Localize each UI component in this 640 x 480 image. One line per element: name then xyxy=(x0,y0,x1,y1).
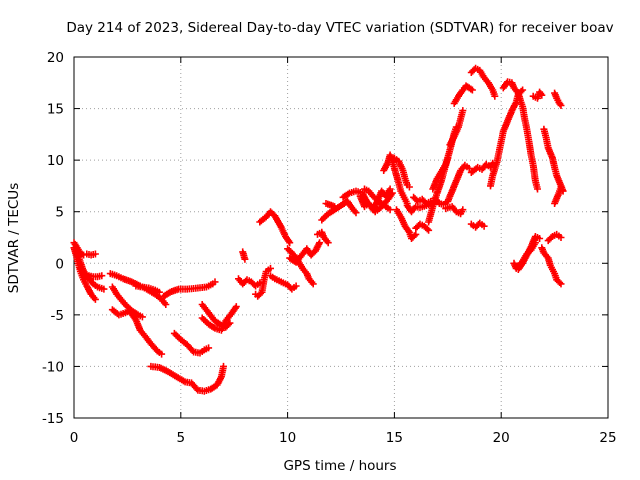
chart-title: Day 214 of 2023, Sidereal Day-to-day VTE… xyxy=(66,20,613,36)
data-series xyxy=(514,233,544,273)
data-point-marks xyxy=(551,89,565,109)
data-series xyxy=(431,161,473,208)
y-tick-label: 20 xyxy=(47,50,64,66)
data-series xyxy=(286,239,324,266)
data-point-marks xyxy=(318,197,360,224)
data-point-marks xyxy=(551,183,565,207)
data-point-marks xyxy=(252,264,274,300)
data-point-marks xyxy=(147,362,227,395)
data-series xyxy=(442,203,467,218)
data-series xyxy=(235,275,264,290)
data-series xyxy=(318,197,360,224)
data-point-marks xyxy=(431,161,473,208)
data-point-marks xyxy=(108,306,166,358)
data-point-marks xyxy=(544,230,565,245)
data-point-marks xyxy=(467,219,488,231)
data-point-marks xyxy=(160,278,219,300)
data-point-marks xyxy=(361,185,394,214)
data-point-marks xyxy=(538,244,565,288)
data-point-marks xyxy=(393,206,420,242)
x-tick-label: 15 xyxy=(386,430,403,446)
y-tick-label: 0 xyxy=(55,256,64,272)
data-series xyxy=(467,64,499,100)
plot-frame xyxy=(73,56,609,419)
data-series xyxy=(239,248,249,263)
data-point-marks xyxy=(239,248,249,263)
y-tick-label: 5 xyxy=(55,205,64,221)
data-point-marks xyxy=(529,88,546,102)
data-series xyxy=(108,283,146,321)
data-series xyxy=(412,220,433,234)
x-tick-label: 5 xyxy=(177,430,186,446)
x-tick-label: 10 xyxy=(279,430,296,446)
data-series xyxy=(252,264,274,300)
data-point-marks xyxy=(286,239,324,266)
data-point-marks xyxy=(442,203,467,218)
data-point-marks xyxy=(198,303,240,334)
data-series xyxy=(529,88,546,102)
data-series xyxy=(429,154,452,193)
data-point-marks xyxy=(467,159,497,176)
data-point-marks xyxy=(314,228,332,247)
data-series xyxy=(538,244,565,288)
data-point-marks xyxy=(76,264,106,281)
data-series xyxy=(551,183,565,207)
data-point-marks xyxy=(412,220,433,234)
data-series xyxy=(551,89,565,109)
data-series xyxy=(410,193,435,207)
data-point-marks xyxy=(467,64,499,100)
data-point-marks xyxy=(514,233,544,273)
y-tick-label: -15 xyxy=(42,411,64,427)
x-tick-label: 25 xyxy=(599,430,616,446)
data-series xyxy=(499,78,541,193)
data-series xyxy=(467,219,488,231)
data-series xyxy=(467,159,497,176)
data-series xyxy=(170,329,213,357)
y-axis-label: SDTVAR / TECUs xyxy=(6,183,22,293)
data-series xyxy=(322,200,339,211)
data-series xyxy=(314,228,332,247)
data-series xyxy=(198,303,240,334)
data-series xyxy=(361,185,394,214)
data-series xyxy=(76,264,106,281)
data-point-marks xyxy=(429,154,452,193)
data-series xyxy=(390,154,413,191)
data-series xyxy=(450,82,476,107)
data-point-marks xyxy=(132,282,163,296)
data-point-marks xyxy=(322,200,339,211)
data-point-marks xyxy=(170,329,213,357)
data-series xyxy=(393,206,420,242)
data-series xyxy=(160,278,219,300)
data-point-marks xyxy=(410,193,435,207)
y-tick-label: 10 xyxy=(47,153,64,169)
data-point-marks xyxy=(108,283,146,321)
x-tick-label: 0 xyxy=(70,430,79,446)
data-series xyxy=(446,107,467,149)
grid-layer xyxy=(74,57,608,418)
x-axis-label: GPS time / hours xyxy=(283,458,396,474)
data-points xyxy=(70,64,567,395)
data-point-marks xyxy=(499,78,541,193)
data-series xyxy=(267,272,300,293)
data-point-marks xyxy=(235,275,264,290)
data-series xyxy=(147,362,227,395)
data-series xyxy=(108,306,166,358)
tick-layer: 0 5 10 15 20 25 -15 -10 -5 0 5 10 15 20 xyxy=(42,50,617,446)
data-series xyxy=(132,282,163,296)
data-series xyxy=(256,208,294,247)
data-point-marks xyxy=(267,272,300,293)
y-tick-label: 15 xyxy=(47,102,64,118)
x-tick-label: 20 xyxy=(493,430,510,446)
data-series xyxy=(544,230,565,245)
y-tick-label: -5 xyxy=(51,308,64,324)
y-tick-label: -10 xyxy=(42,359,64,375)
data-point-marks xyxy=(450,82,476,107)
data-point-marks xyxy=(390,154,413,191)
data-point-marks xyxy=(446,107,467,149)
data-point-marks xyxy=(256,208,294,247)
